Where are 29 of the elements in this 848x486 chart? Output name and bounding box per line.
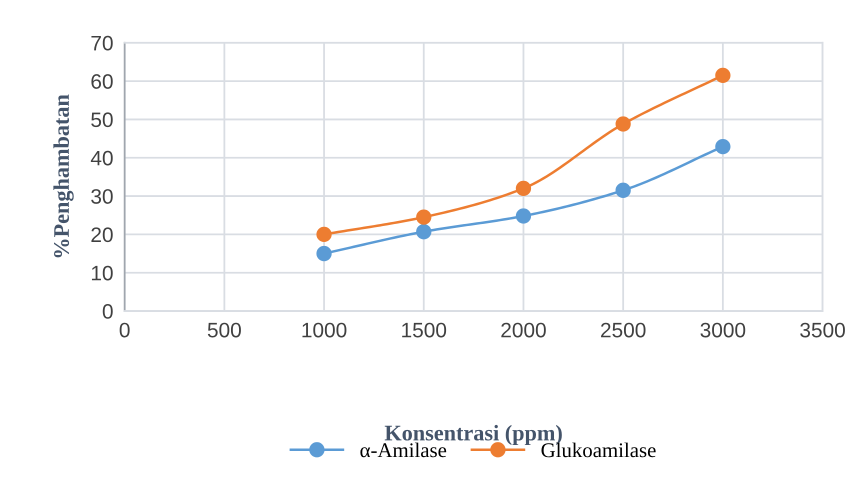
legend-label: α-Amilase (360, 442, 446, 458)
x-tick-label: 3000 (700, 322, 746, 338)
point (715, 68, 730, 83)
x-tick-label: 1500 (402, 322, 446, 338)
y-axis-title: %Penghambatan (53, 94, 74, 258)
x-tick-label: 500 (208, 322, 241, 338)
y-tick-label: 60 (91, 74, 113, 89)
point (316, 226, 332, 242)
x-tick-label: 2000 (501, 322, 546, 338)
y-tick-label: 10 (92, 266, 113, 280)
point (516, 180, 532, 196)
x-tick-label: 2500 (601, 322, 646, 338)
point (416, 210, 432, 225)
x-tick-label: 0 (120, 322, 130, 338)
y-tick-label: 40 (90, 150, 113, 166)
point (516, 208, 532, 224)
point (616, 182, 631, 198)
legend-label: Glukoamilase (541, 442, 656, 458)
x-tick-label: 3500 (800, 322, 845, 338)
y-tick-label: 0 (102, 304, 113, 319)
point (316, 246, 332, 262)
point (416, 224, 432, 240)
y-tick-label: 70 (91, 36, 113, 51)
point (715, 138, 730, 154)
y-tick-label: 20 (91, 227, 113, 242)
x-tick-label: 1000 (302, 322, 346, 338)
point (616, 116, 631, 132)
y-tick-label: 30 (91, 189, 113, 204)
y-tick-label: 50 (91, 112, 113, 128)
